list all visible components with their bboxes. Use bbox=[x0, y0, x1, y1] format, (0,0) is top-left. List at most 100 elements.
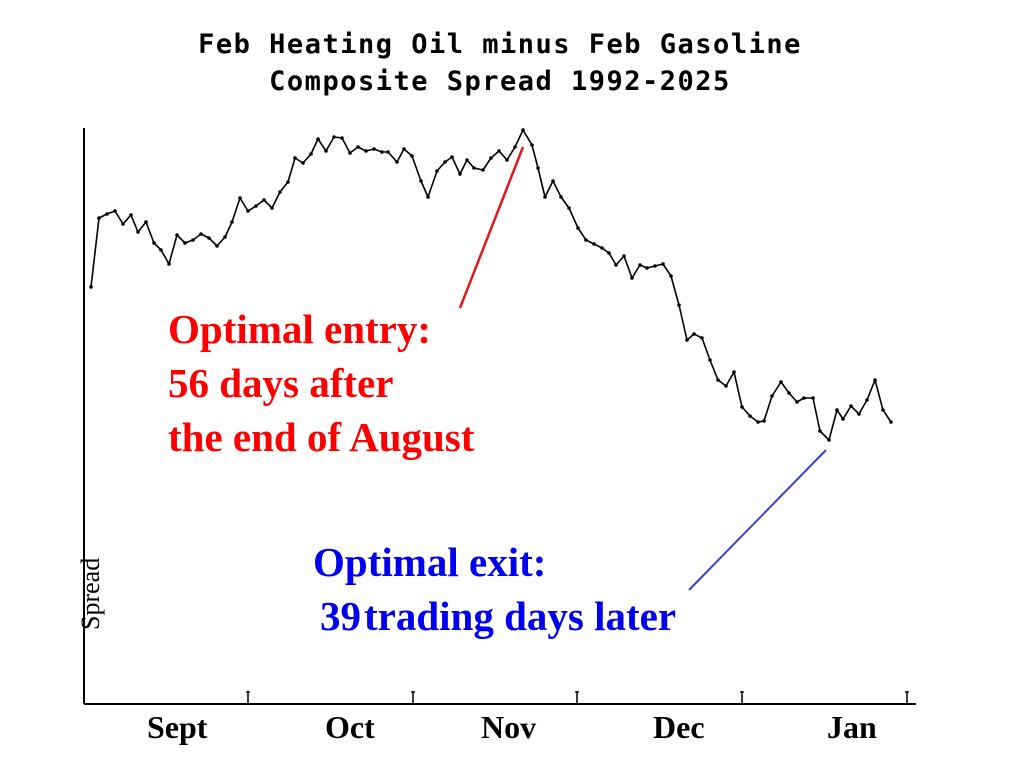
entry-annotation: Optimal entry: 56 days after the end of … bbox=[168, 302, 474, 464]
data-point bbox=[386, 150, 390, 154]
data-point bbox=[159, 248, 163, 252]
data-point bbox=[286, 180, 290, 184]
data-point bbox=[551, 179, 555, 183]
data-markers bbox=[89, 128, 893, 442]
data-point bbox=[787, 391, 791, 395]
entry-line-3: the end of August bbox=[168, 414, 475, 460]
data-point bbox=[402, 147, 406, 151]
data-point bbox=[857, 412, 861, 416]
data-point bbox=[129, 213, 133, 217]
data-point bbox=[584, 238, 588, 242]
data-point bbox=[395, 160, 399, 164]
data-point bbox=[293, 156, 297, 160]
data-point bbox=[645, 266, 649, 270]
data-point bbox=[89, 285, 93, 289]
data-point bbox=[835, 408, 839, 412]
data-point bbox=[144, 220, 148, 224]
data-point bbox=[372, 147, 376, 151]
data-point bbox=[301, 161, 305, 165]
x-label-oct: Oct bbox=[325, 709, 375, 745]
x-label-sept: Sept bbox=[147, 709, 208, 745]
data-point bbox=[199, 232, 203, 236]
data-point bbox=[881, 408, 885, 412]
data-point bbox=[762, 419, 766, 423]
data-point bbox=[113, 209, 117, 213]
data-point bbox=[716, 378, 720, 382]
data-point bbox=[332, 135, 336, 139]
data-point bbox=[410, 154, 414, 158]
data-point bbox=[254, 204, 258, 208]
data-point bbox=[692, 332, 696, 336]
data-point bbox=[309, 152, 313, 156]
data-point bbox=[873, 378, 877, 382]
data-point bbox=[600, 246, 604, 250]
data-point bbox=[708, 358, 712, 362]
data-point bbox=[364, 149, 368, 153]
data-point bbox=[426, 195, 430, 199]
data-point bbox=[215, 244, 219, 248]
data-point bbox=[756, 420, 760, 424]
data-point bbox=[481, 168, 485, 172]
chart-title: Feb Heating Oil minus Feb Gasoline bbox=[198, 29, 802, 60]
data-point bbox=[497, 149, 501, 153]
data-point bbox=[732, 370, 736, 374]
data-point bbox=[356, 145, 360, 149]
data-point bbox=[638, 263, 642, 267]
data-point bbox=[207, 236, 211, 240]
data-point bbox=[700, 336, 704, 340]
data-point bbox=[724, 384, 728, 388]
data-point bbox=[740, 405, 744, 409]
data-point bbox=[536, 166, 540, 170]
y-axis-label: Spread bbox=[76, 557, 105, 630]
data-point bbox=[770, 394, 774, 398]
entry-pointer-line bbox=[458, 146, 525, 309]
data-point bbox=[450, 155, 454, 159]
data-point bbox=[223, 235, 227, 239]
x-label-nov: Nov bbox=[481, 709, 537, 745]
data-point bbox=[324, 149, 328, 153]
exit-line-1: Optimal exit: bbox=[313, 539, 547, 585]
data-point bbox=[472, 166, 476, 170]
exit-annotation: Optimal exit: 39trading days later bbox=[313, 535, 676, 643]
data-point bbox=[576, 226, 580, 230]
data-point bbox=[230, 220, 234, 224]
data-point bbox=[97, 216, 101, 220]
data-point bbox=[521, 128, 525, 132]
data-point bbox=[238, 196, 242, 200]
data-point bbox=[136, 230, 140, 234]
data-point bbox=[489, 156, 493, 160]
x-axis-ticks bbox=[246, 691, 909, 704]
data-point bbox=[152, 241, 156, 245]
data-point bbox=[592, 242, 596, 246]
data-point bbox=[653, 264, 657, 268]
exit-days-number: 39 bbox=[320, 593, 361, 639]
data-point bbox=[175, 233, 179, 237]
data-point bbox=[348, 151, 352, 155]
exit-days-text: trading days later bbox=[364, 593, 677, 639]
data-point bbox=[865, 398, 869, 402]
data-point bbox=[543, 195, 547, 199]
data-point bbox=[614, 263, 618, 267]
data-point bbox=[677, 303, 681, 307]
data-point bbox=[841, 417, 845, 421]
data-point bbox=[465, 158, 469, 162]
data-point bbox=[802, 396, 806, 400]
data-point bbox=[443, 160, 447, 164]
data-point bbox=[669, 274, 673, 278]
data-point bbox=[818, 429, 822, 433]
data-point bbox=[278, 190, 282, 194]
data-point bbox=[795, 400, 799, 404]
data-point bbox=[889, 420, 893, 424]
data-point bbox=[435, 169, 439, 173]
data-point bbox=[246, 209, 250, 213]
data-point bbox=[567, 206, 571, 210]
entry-line-2: 56 days after bbox=[168, 360, 394, 406]
x-label-dec: Dec bbox=[653, 709, 705, 745]
entry-line-1: Optimal entry: bbox=[168, 306, 432, 352]
data-point bbox=[559, 195, 563, 199]
data-point bbox=[630, 276, 634, 280]
data-point bbox=[316, 137, 320, 141]
data-point bbox=[849, 404, 853, 408]
data-point bbox=[191, 238, 195, 242]
